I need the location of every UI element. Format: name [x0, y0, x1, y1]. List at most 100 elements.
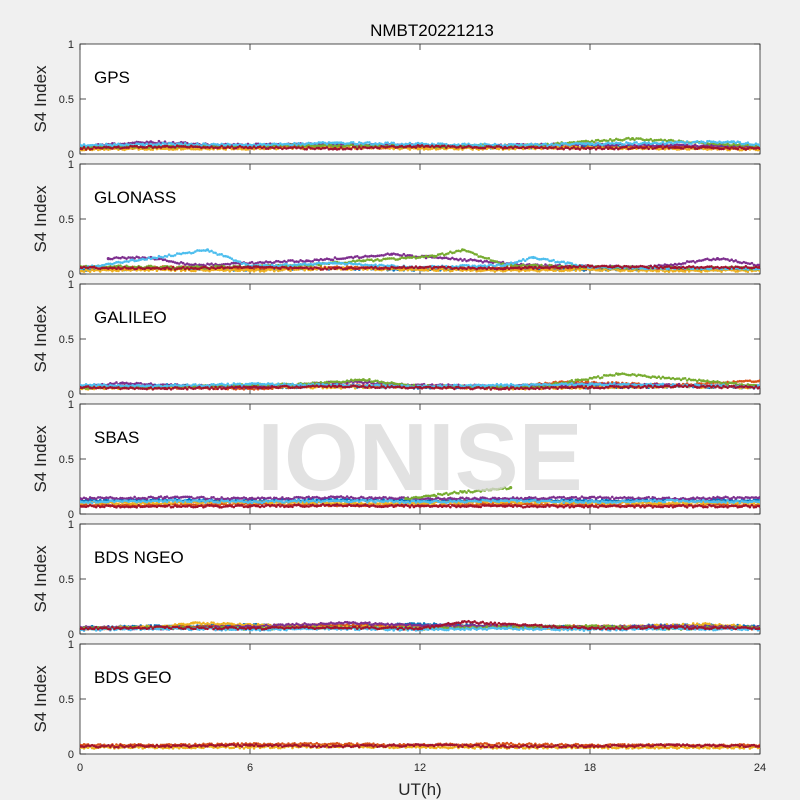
data-point	[534, 263, 537, 267]
data-point	[230, 261, 234, 265]
data-point	[487, 266, 491, 269]
data-point	[337, 257, 341, 261]
data-point	[258, 270, 262, 273]
data-point	[345, 142, 349, 145]
data-point	[256, 268, 260, 271]
data-point	[376, 143, 379, 146]
data-point	[408, 141, 412, 145]
data-point	[220, 253, 223, 256]
data-point	[291, 259, 294, 262]
data-point	[477, 144, 480, 147]
data-point	[544, 266, 547, 269]
data-point	[175, 144, 179, 148]
data-point	[226, 145, 230, 149]
data-point	[578, 148, 582, 151]
data-point	[436, 147, 440, 151]
data-point	[505, 268, 509, 272]
data-point	[364, 141, 367, 145]
data-point	[196, 249, 199, 252]
data-point	[560, 260, 563, 264]
data-point	[499, 267, 503, 270]
data-point	[406, 254, 410, 257]
data-point	[453, 257, 456, 261]
data-point	[426, 148, 430, 151]
data-point	[732, 147, 735, 150]
data-point	[752, 147, 756, 150]
data-point	[98, 146, 102, 150]
data-point	[649, 137, 653, 141]
data-point	[357, 145, 361, 149]
data-point	[465, 267, 468, 271]
data-point	[325, 142, 329, 146]
data-point	[643, 141, 646, 144]
data-point	[473, 266, 476, 270]
data-point	[360, 263, 363, 267]
data-point	[477, 146, 480, 150]
data-point	[285, 142, 288, 146]
data-point	[198, 148, 201, 151]
data-point	[277, 146, 280, 150]
series-group	[80, 372, 760, 391]
data-point	[190, 266, 193, 270]
data-point	[287, 264, 290, 267]
data-point	[442, 256, 446, 260]
data-point	[740, 148, 744, 152]
data-point	[736, 270, 740, 273]
data-point	[270, 266, 274, 269]
data-point	[392, 266, 395, 269]
data-point	[584, 147, 588, 151]
data-point	[420, 146, 424, 150]
data-point	[445, 267, 448, 270]
data-point	[181, 144, 185, 148]
data-point	[651, 142, 655, 145]
data-point	[337, 143, 341, 147]
data-point	[460, 248, 465, 252]
data-point	[534, 146, 537, 150]
data-point	[449, 250, 452, 254]
data-point	[242, 143, 246, 147]
data-point	[491, 146, 495, 149]
data-point	[463, 266, 466, 270]
data-point	[730, 265, 733, 268]
data-point	[353, 262, 357, 266]
data-point	[400, 266, 404, 269]
data-point	[364, 144, 367, 147]
data-point	[362, 268, 365, 271]
data-point	[596, 268, 600, 272]
data-point	[238, 267, 242, 270]
data-point	[702, 266, 705, 270]
data-point	[612, 147, 616, 151]
data-point	[244, 148, 248, 151]
data-point	[485, 145, 489, 148]
data-point	[386, 257, 389, 260]
data-point	[750, 269, 754, 273]
data-point	[131, 258, 134, 262]
data-point	[736, 260, 740, 264]
data-point	[337, 262, 341, 265]
data-point	[722, 141, 725, 144]
data-point	[661, 264, 665, 268]
data-point	[107, 262, 110, 266]
data-point	[677, 266, 681, 269]
data-point	[560, 265, 563, 269]
data-point	[402, 252, 406, 256]
data-point	[633, 265, 636, 269]
data-point	[647, 138, 650, 142]
data-point	[151, 141, 155, 144]
data-point	[538, 265, 541, 269]
data-point	[161, 256, 165, 259]
data-point	[483, 146, 487, 150]
data-point	[232, 143, 236, 147]
data-point	[210, 268, 213, 272]
data-point	[704, 258, 707, 261]
data-point	[307, 267, 310, 270]
data-point	[485, 143, 489, 146]
data-point	[633, 141, 636, 144]
data-point	[204, 249, 207, 252]
data-point	[594, 147, 598, 151]
data-point	[226, 262, 230, 266]
data-point	[131, 268, 134, 271]
data-point	[366, 266, 369, 269]
data-point	[177, 145, 181, 148]
